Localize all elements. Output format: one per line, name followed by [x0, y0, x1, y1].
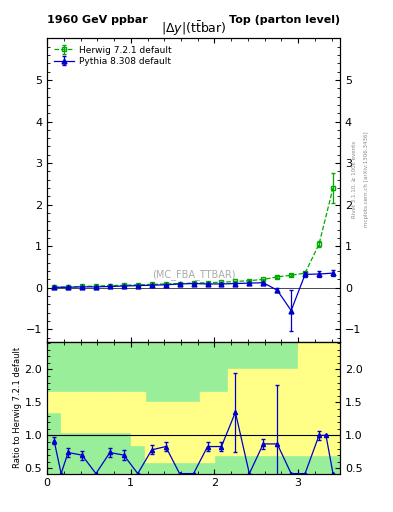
- Legend: Herwig 7.2.1 default, Pythia 8.308 default: Herwig 7.2.1 default, Pythia 8.308 defau…: [51, 43, 174, 69]
- Text: Rivet 3.1.10, ≥ 100k events: Rivet 3.1.10, ≥ 100k events: [352, 141, 357, 218]
- Text: Top (parton level): Top (parton level): [229, 14, 340, 25]
- Text: mcplots.cern.ch [arXiv:1306.3436]: mcplots.cern.ch [arXiv:1306.3436]: [364, 132, 369, 227]
- Y-axis label: Ratio to Herwig 7.2.1 default: Ratio to Herwig 7.2.1 default: [13, 347, 22, 468]
- Text: 1960 GeV ppbar: 1960 GeV ppbar: [47, 14, 148, 25]
- Text: (MC_FBA_TTBAR): (MC_FBA_TTBAR): [152, 269, 235, 281]
- Title: $|\Delta y|(\mathrm{t\bar{t}bar})$: $|\Delta y|(\mathrm{t\bar{t}bar})$: [161, 20, 226, 38]
